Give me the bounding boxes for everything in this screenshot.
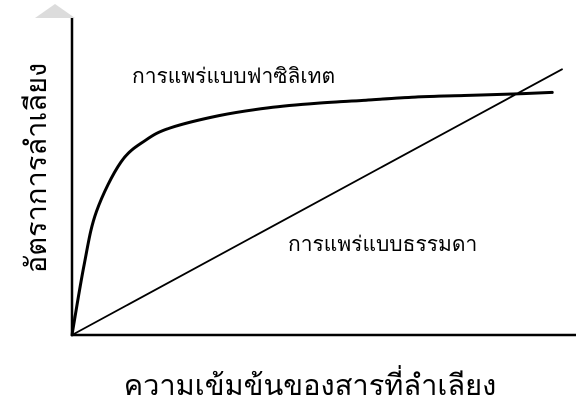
- series-line-facilitated-diffusion: [70, 90, 554, 337]
- y-axis-label: อัตราการลำเลียง: [19, 63, 53, 273]
- series-line-simple-diffusion: [71, 68, 563, 336]
- x-axis-label: ความเข้มข้นของสารที่ลำเลียง: [124, 365, 497, 402]
- series-label-simple-diffusion: การแพร่แบบธรรมดา: [288, 232, 477, 256]
- series-label-facilitated-diffusion: การแพร่แบบฟาซิลิเทต: [132, 64, 335, 88]
- corner-decoration: [35, 4, 75, 18]
